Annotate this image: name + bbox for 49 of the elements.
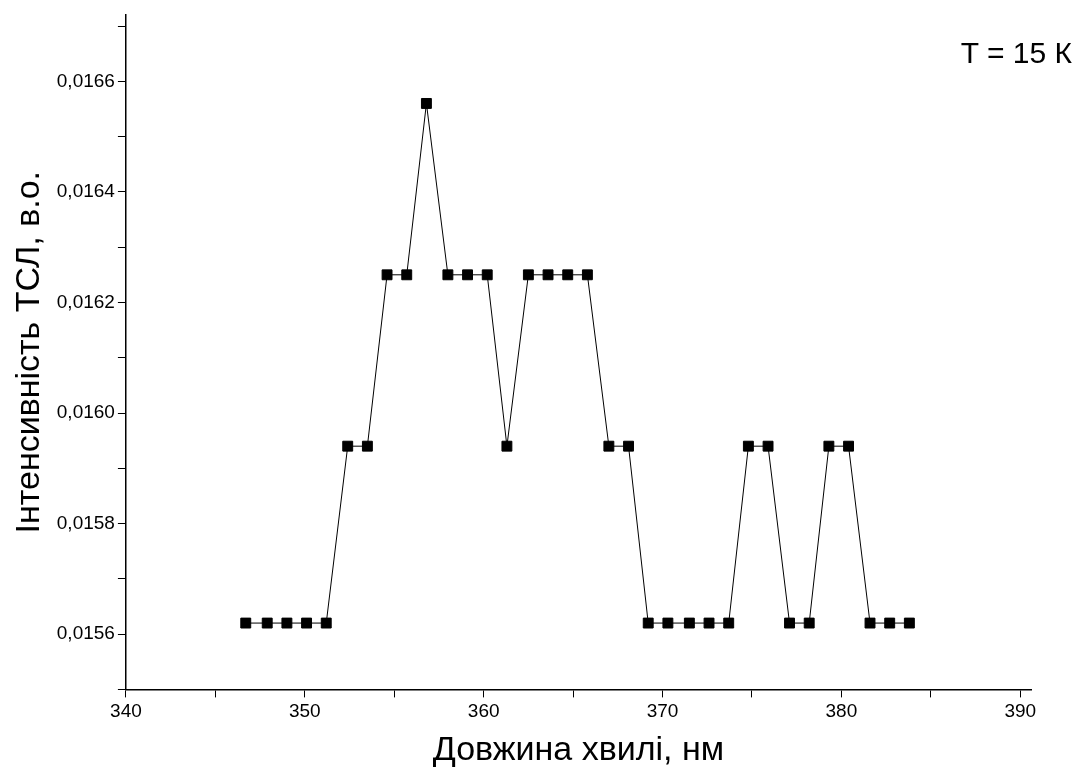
point [442,269,454,281]
y-tick-label: 0,0162 [56,290,115,312]
x-tick-label: 340 [110,700,142,722]
point [522,269,534,281]
x-tick-label: 370 [646,700,679,722]
point [240,617,252,629]
point [562,269,574,281]
y-axis-title: Інтенсивність ТСЛ, в.о. [7,170,46,534]
point [361,440,373,452]
point [401,269,413,281]
y-tick-label: 0,0160 [56,401,115,423]
x-axis-title: Довжина хвилі, нм [432,728,725,767]
point [642,617,654,629]
point [903,617,915,629]
point [342,440,354,452]
point [301,617,313,629]
point [762,440,774,452]
point [742,440,754,452]
point [462,269,474,281]
point [723,617,735,629]
point [261,617,273,629]
x-tick-label: 390 [1004,700,1037,722]
x-tick-label: 350 [288,700,321,722]
point [501,440,513,452]
y-tick-label: 0,0164 [56,180,116,202]
x-tick-label: 360 [467,700,500,722]
point [581,269,593,281]
point [481,269,493,281]
point [420,98,432,109]
point [884,617,896,629]
point [542,269,554,281]
x-tick-label: 380 [825,700,858,722]
point [281,617,293,629]
point [823,440,835,452]
point [784,617,795,629]
y-tick-label: 0,0166 [56,69,115,91]
point [803,617,815,629]
point [703,617,715,629]
point [864,617,876,629]
y-tick-label: 0,0156 [56,622,115,644]
point [320,617,332,629]
point [623,440,634,452]
point [683,617,695,629]
point [843,440,854,452]
point [603,440,615,452]
point [381,269,393,281]
annotation: T = 15 К [960,36,1073,70]
point [662,617,674,629]
y-tick-label: 0,0158 [56,511,115,533]
